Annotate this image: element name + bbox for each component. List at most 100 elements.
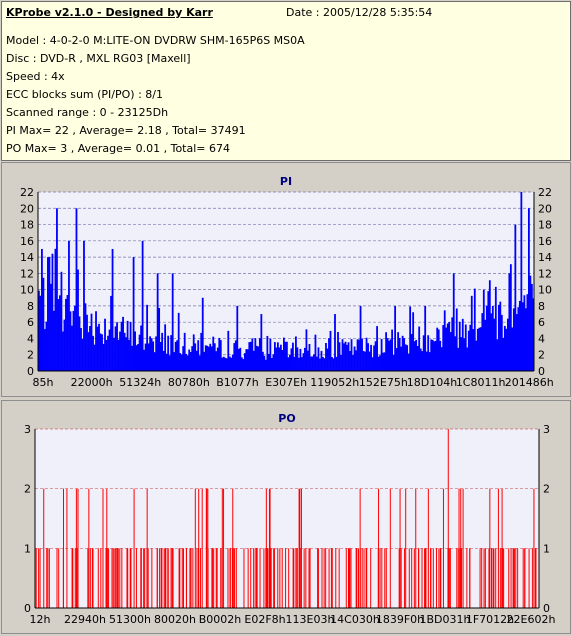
pi-bar <box>243 353 246 371</box>
pi-bar <box>302 353 305 371</box>
pi-bar <box>452 273 455 371</box>
pi-bar <box>307 350 309 371</box>
pi-bar <box>186 355 189 371</box>
pi-bar <box>86 314 88 371</box>
x-tick-label: 119052h <box>310 376 359 389</box>
pi-bar <box>128 339 130 371</box>
pi-bar <box>464 324 467 371</box>
pi-bar <box>39 295 42 371</box>
pi-bar <box>158 307 161 371</box>
pi-bar <box>520 192 523 371</box>
pi-bar <box>305 329 308 371</box>
pi-bar <box>252 350 255 371</box>
y-tick-label-left: 2 <box>27 349 34 362</box>
pi-bar <box>227 330 230 371</box>
y-tick-label-right: 12 <box>538 267 552 280</box>
pi-bar <box>506 318 509 371</box>
pi-bar <box>201 297 204 371</box>
y-tick-label-left: 2 <box>24 483 31 496</box>
pi-bar <box>292 342 294 371</box>
x-tick-label: 22E602h <box>507 613 556 626</box>
pi-bar <box>308 343 311 371</box>
y-tick-label-left: 0 <box>27 365 34 378</box>
x-tick-label: 51324h <box>119 376 161 389</box>
pi-bar <box>358 339 360 371</box>
pi-bar <box>388 340 391 371</box>
drive-model: Model : 4-0-2-0 M:LITE-ON DVDRW SHM-165P… <box>6 34 305 47</box>
pi-bar <box>174 341 177 371</box>
pi-bar <box>233 343 236 371</box>
pi-bar <box>368 351 371 371</box>
pi-bar <box>296 347 299 371</box>
pi-bar <box>524 308 527 371</box>
chart-title: PO <box>278 412 295 425</box>
pi-bar <box>135 345 138 371</box>
pi-bar <box>409 306 412 371</box>
pi-bar <box>155 336 158 371</box>
pi-bar <box>515 314 518 371</box>
pi-bar <box>415 339 418 371</box>
pi-bar <box>422 335 425 371</box>
pi-bar <box>478 327 481 371</box>
pi-bar <box>398 337 401 371</box>
pi-bar <box>74 305 76 371</box>
pi-bar <box>391 329 394 371</box>
pi-bar <box>458 321 461 371</box>
pi-bar <box>104 318 106 371</box>
pi-bar <box>275 347 278 371</box>
pi-bar <box>523 295 526 371</box>
y-tick-label-right: 16 <box>538 235 552 248</box>
pi-bar <box>494 286 497 371</box>
pi-bar <box>105 339 108 371</box>
pi-bar <box>427 335 430 371</box>
pi-bar <box>421 351 424 371</box>
y-tick-label-right: 0 <box>538 365 545 378</box>
pi-bar <box>361 338 363 371</box>
pi-bar <box>192 334 195 371</box>
pi-bar <box>386 338 389 371</box>
pi-bar <box>505 328 508 371</box>
pi-bar <box>413 341 416 371</box>
pi-bar <box>532 298 535 371</box>
pi-bar <box>191 346 194 371</box>
pi-bar <box>475 340 478 371</box>
pi-bar <box>317 347 320 371</box>
pi-bar <box>514 224 517 371</box>
y-tick-label-left: 10 <box>20 284 34 297</box>
pi-bar <box>56 208 58 371</box>
pi-bar <box>255 345 258 371</box>
pi-bar <box>403 338 406 371</box>
pi-bar <box>383 352 386 371</box>
pi-bar <box>481 313 484 371</box>
pi-bar <box>258 338 261 371</box>
pi-bar <box>355 350 357 371</box>
y-tick-label-left: 0 <box>24 602 31 615</box>
pi-bar <box>141 240 144 371</box>
y-tick-label-right: 22 <box>538 186 552 199</box>
pi-bar <box>140 325 143 371</box>
pi-bar <box>53 310 55 371</box>
pi-bar <box>75 208 78 371</box>
pi-bar <box>418 326 421 371</box>
pi-bar <box>454 336 457 371</box>
pi-bar <box>261 351 264 371</box>
pi-bar <box>47 257 49 371</box>
ecc-blocks-sum: ECC blocks sum (PI/PO) : 8/1 <box>6 88 163 101</box>
y-tick-label-left: 20 <box>20 202 34 215</box>
pi-bar <box>448 321 451 371</box>
pi-bar <box>328 338 330 371</box>
pi-bar <box>254 338 257 371</box>
pi-bar <box>119 331 121 371</box>
pi-bar <box>60 271 63 371</box>
pi-bar <box>311 356 314 371</box>
pi-bar <box>138 334 141 371</box>
pi-bar <box>500 314 503 371</box>
pi-bar <box>245 349 248 371</box>
y-tick-label-right: 14 <box>538 251 552 264</box>
pi-bar <box>293 356 296 371</box>
pi-bar <box>502 337 505 371</box>
pi-bar <box>485 305 488 371</box>
disc-info-panel: KProbe v2.1.0 - Designed by Karr Date : … <box>1 1 571 161</box>
pi-bar <box>455 308 458 371</box>
y-tick-label-right: 6 <box>538 316 545 329</box>
